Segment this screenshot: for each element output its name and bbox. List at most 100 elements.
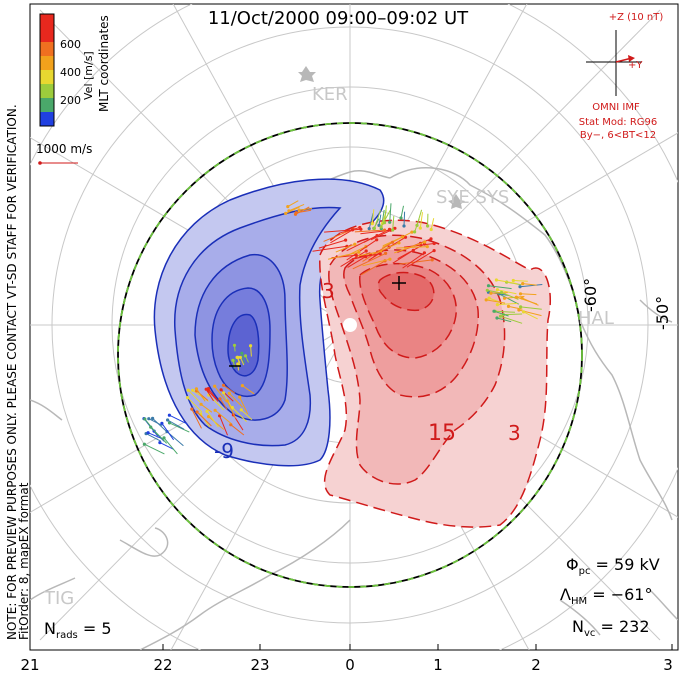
velocity-vector-origin: [519, 292, 522, 295]
velocity-vector-origin: [519, 305, 522, 308]
coord-system-label: MLT coordinates: [97, 15, 111, 112]
velocity-vector-origin: [186, 396, 189, 399]
contour-label-3-outer: 3: [508, 421, 521, 445]
velocity-vector-origin: [391, 241, 394, 244]
velocity-vector-origin: [388, 258, 391, 261]
velocity-vector-origin: [351, 228, 354, 231]
velocity-vector-origin: [375, 234, 378, 237]
velocity-vector-origin: [240, 352, 243, 355]
velocity-vector-origin: [166, 418, 169, 421]
velocity-vector-origin: [195, 387, 198, 390]
velocity-vector-origin: [358, 226, 361, 229]
velocity-vector: [513, 281, 528, 282]
velocity-vector-origin: [499, 315, 502, 318]
imf-by-label: +Y: [628, 60, 643, 71]
velocity-vector-origin: [226, 399, 229, 402]
velocity-vector-origin: [413, 230, 416, 233]
velocity-vector-origin: [426, 224, 429, 227]
velocity-vector: [503, 314, 522, 315]
velocity-vector-origin: [143, 417, 146, 420]
velocity-vector-origin: [495, 278, 498, 281]
mlt-label-0: 0: [345, 656, 355, 674]
velocity-vector-origin: [160, 422, 163, 425]
velocity-vector-origin: [151, 417, 154, 420]
velocity-vector-origin: [412, 249, 415, 252]
velocity-vector-origin: [507, 305, 510, 308]
colorbar-tick-600: 600: [60, 38, 81, 51]
velocity-vector-origin: [143, 443, 146, 446]
velocity-vector-origin: [240, 408, 243, 411]
velocity-vector-origin: [388, 221, 391, 224]
velocity-vector-origin: [238, 396, 241, 399]
contour-label-15: 15: [428, 421, 456, 446]
velocity-vector-origin: [222, 384, 225, 387]
velocity-vector-origin: [149, 426, 152, 429]
velocity-vector-origin: [489, 292, 492, 295]
velocity-vector-origin: [286, 205, 289, 208]
station-ker: KER: [312, 84, 348, 105]
velocity-vector-origin: [488, 297, 491, 300]
velocity-vector-origin: [147, 417, 150, 420]
velocity-vector-origin: [249, 344, 252, 347]
velocity-vector-origin: [373, 227, 376, 230]
velocity-scale-origin: [38, 161, 42, 165]
velocity-vector-origin: [205, 410, 208, 413]
stat-n-rads: Nrads = 5: [44, 619, 112, 641]
velocity-vector-origin: [298, 209, 301, 212]
velocity-vector-origin: [236, 356, 239, 359]
velocity-vector-origin: [492, 310, 495, 313]
velocity-vector-origin: [344, 239, 347, 242]
velocity-scale-label: 1000 m/s: [36, 142, 92, 156]
velocity-vector-origin: [503, 297, 506, 300]
velocity-vector-origin: [517, 308, 520, 311]
velocity-vector-origin: [375, 238, 378, 241]
velocity-vector-origin: [518, 285, 521, 288]
station-tig: TIG: [43, 588, 74, 609]
velocity-vector-origin: [162, 436, 165, 439]
velocity-vector-origin: [228, 392, 231, 395]
mlt-label-22: 22: [153, 656, 172, 674]
velocity-vector-origin: [353, 243, 356, 246]
velocity-vector-origin: [515, 296, 518, 299]
velocity-vector-origin: [284, 212, 287, 215]
velocity-vector-origin: [241, 384, 244, 387]
velocity-vector-origin: [399, 216, 402, 219]
velocity-vector-origin: [379, 252, 382, 255]
imf-source: OMNI IMF: [592, 102, 640, 113]
velocity-vector-origin: [426, 245, 429, 248]
velocity-vector-origin: [196, 410, 199, 413]
stat-model: Stat Mod: RG96: [579, 117, 658, 128]
imf-condition: By−, 6<BT<12: [580, 130, 656, 141]
velocity-vector-origin: [190, 408, 193, 411]
velocity-vector-origin: [402, 224, 405, 227]
mlt-axis-labels: 21 22 23 0 1 2 3: [20, 656, 672, 674]
velocity-vector-origin: [233, 344, 236, 347]
velocity-vector-origin: [231, 359, 234, 362]
velocity-vector-origin: [214, 409, 217, 412]
velocity-vector-origin: [295, 211, 298, 214]
velocity-vector-origin: [391, 228, 394, 231]
velocity-vector-origin: [357, 251, 360, 254]
velocity-vector-origin: [496, 303, 499, 306]
velocity-vector-origin: [401, 235, 404, 238]
fit-order-note: FitOrder: 8, mapEX format: [17, 482, 31, 640]
velocity-vector-origin: [371, 222, 374, 225]
velocity-vector-origin: [365, 249, 368, 252]
velocity-vector-origin: [397, 241, 400, 244]
dawn-cell: [320, 220, 551, 527]
velocity-vector-origin: [433, 249, 436, 252]
imf-bz-label: +Z (10 nT): [609, 12, 664, 23]
velocity-vector-origin: [158, 441, 161, 444]
velocity-vector-origin: [521, 282, 524, 285]
velocity-vector-origin: [383, 229, 386, 232]
velocity-vector-origin: [423, 251, 426, 254]
velocity-vector-origin: [213, 385, 216, 388]
velocity-vector-origin: [168, 414, 171, 417]
velocity-vector-origin: [485, 298, 488, 301]
velocity-vector-origin: [495, 316, 498, 319]
velocity-vector: [491, 293, 508, 294]
contour-label-neg9: -9: [214, 439, 234, 463]
colorbar-tick-400: 400: [60, 66, 81, 79]
